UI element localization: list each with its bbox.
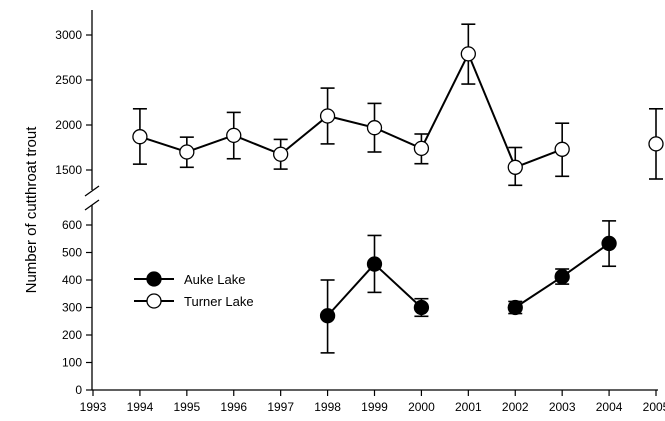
y-tick-label: 1500	[55, 163, 82, 177]
x-tick-label: 2002	[502, 400, 529, 414]
data-point	[132, 129, 148, 145]
x-tick-label: 1996	[220, 400, 247, 414]
axes-layer: 1500 2000 2500 3000 0 100 200 300 400 500 600 1993 1…	[55, 10, 665, 414]
legend-label: Turner Lake	[184, 294, 254, 309]
y-tick-label: 600	[62, 218, 82, 232]
x-tick-label: 2004	[596, 400, 623, 414]
x-tick-label: 1994	[127, 400, 154, 414]
legend-label: Auke Lake	[184, 272, 245, 287]
data-point	[273, 146, 289, 162]
legend-entry: Turner Lake	[134, 293, 254, 309]
x-tick-label: 2003	[549, 400, 576, 414]
data-point	[601, 235, 617, 252]
data-point	[319, 308, 336, 324]
y-tick-label: 300	[62, 301, 82, 315]
data-point	[226, 127, 242, 144]
axis-break-mark	[84, 185, 100, 197]
data-point	[507, 299, 523, 316]
series-turner-lake	[132, 23, 664, 187]
x-tick-label: 1999	[361, 400, 388, 414]
x-tick-label: 1998	[314, 400, 341, 414]
x-tick-label: 1997	[267, 400, 294, 414]
legend-entry: Auke Lake	[134, 271, 245, 287]
data-point	[366, 120, 383, 136]
legend-marker	[146, 293, 162, 309]
y-tick-label: 2000	[55, 118, 82, 132]
series-auke-lake	[319, 220, 617, 354]
data-point	[460, 46, 476, 62]
data-point	[413, 140, 430, 157]
x-tick-label: 1993	[80, 400, 107, 414]
x-tick-label: 2005	[643, 400, 665, 414]
data-point	[554, 141, 570, 157]
x-tick-label: 1995	[173, 400, 200, 414]
x-tick-label: 2001	[455, 400, 482, 414]
data-point	[648, 136, 664, 152]
data-point	[507, 159, 523, 175]
series-layer	[132, 23, 664, 354]
x-tick-label: 2000	[408, 400, 435, 414]
data-point	[554, 269, 570, 285]
y-tick-label: 0	[75, 383, 82, 397]
data-point	[366, 256, 383, 272]
y-tick-label: 2500	[55, 73, 82, 87]
y-axis-title: Number of cutthroat trout	[23, 126, 40, 294]
legend-marker	[146, 271, 162, 287]
y-tick-label: 500	[62, 246, 82, 260]
data-point	[179, 144, 195, 160]
y-tick-label: 3000	[55, 28, 82, 42]
y-tick-label: 100	[62, 356, 82, 370]
series-line	[139, 51, 563, 169]
data-point	[319, 108, 336, 124]
y-tick-label: 400	[62, 273, 82, 287]
data-point	[413, 299, 430, 316]
y-tick-label: 200	[62, 328, 82, 342]
axis-break-mark	[84, 199, 100, 211]
legend: Auke Lake Turner Lake	[134, 271, 254, 309]
